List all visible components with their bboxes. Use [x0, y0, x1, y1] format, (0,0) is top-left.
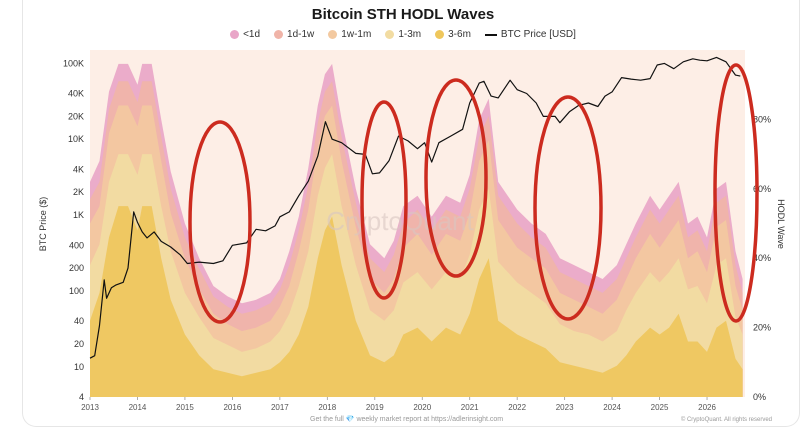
legend-label: 3-6m — [448, 29, 471, 40]
legend-swatch — [385, 30, 395, 39]
legend-swatch — [435, 30, 445, 39]
legend-item[interactable]: 3-6m — [435, 29, 471, 40]
legend-item[interactable]: 1-3m — [385, 29, 421, 40]
legend-swatch — [230, 30, 240, 39]
legend-label: 1-3m — [398, 29, 422, 40]
chart-title: Bitcoin STH HODL Waves — [311, 6, 495, 23]
legend-label: BTC Price [USD] — [500, 29, 576, 40]
legend-item[interactable]: 1d-1w — [274, 29, 314, 40]
legend-line-swatch — [484, 33, 497, 36]
legend-item[interactable]: 1w-1m — [328, 29, 371, 40]
legend-item[interactable]: <1d — [230, 29, 260, 40]
legend-label: 1d-1w — [287, 29, 315, 40]
legend-label: 1w-1m — [341, 29, 372, 40]
legend-swatch — [328, 30, 338, 39]
legend-swatch — [274, 30, 284, 39]
legend-item[interactable]: BTC Price [USD] — [484, 29, 576, 40]
chart-card — [22, 0, 800, 427]
legend-label: <1d — [243, 29, 261, 40]
legend: <1d 1d-1w 1w-1m 1-3m 3-6m BTC Price [USD… — [0, 29, 806, 40]
